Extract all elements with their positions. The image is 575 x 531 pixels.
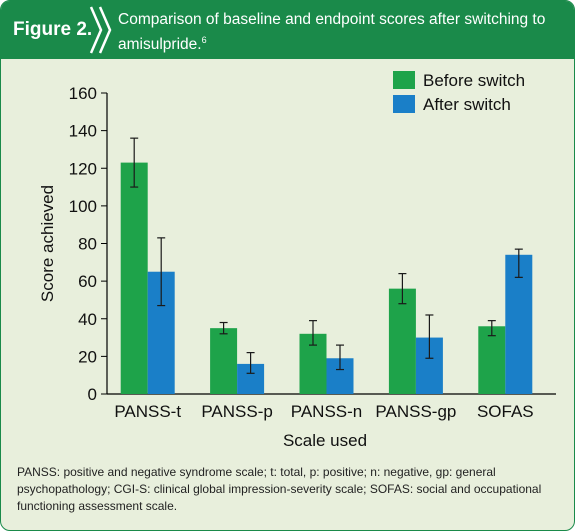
figure-footnote: PANSS: positive and negative syndrome sc… bbox=[17, 465, 542, 513]
figure-title-reference: 6 bbox=[201, 35, 207, 45]
y-tick-label: 60 bbox=[78, 272, 97, 291]
y-tick-label: 40 bbox=[78, 310, 97, 329]
x-tick-label: PANSS-n bbox=[291, 402, 363, 421]
y-tick-label: 0 bbox=[88, 385, 97, 404]
y-tick-label: 100 bbox=[69, 197, 97, 216]
y-tick-label: 120 bbox=[69, 159, 97, 178]
x-tick-label: PANSS-p bbox=[201, 402, 273, 421]
legend-swatch-before bbox=[393, 71, 415, 89]
figure-label: Figure 2. bbox=[13, 19, 93, 40]
bar-before bbox=[120, 162, 148, 394]
bar-before bbox=[210, 328, 238, 394]
figure-title: Comparison of baseline and endpoint scor… bbox=[118, 9, 558, 55]
y-tick-label: 140 bbox=[69, 122, 97, 141]
bar-before bbox=[388, 288, 416, 394]
y-tick-label: 20 bbox=[78, 347, 97, 366]
x-tick-label: PANSS-t bbox=[114, 402, 181, 421]
figure-title-text: Comparison of baseline and endpoint scor… bbox=[118, 11, 546, 54]
x-tick-label: SOFAS bbox=[477, 402, 534, 421]
bar-after bbox=[505, 254, 533, 394]
legend-label: Before switch bbox=[423, 71, 525, 90]
y-axis-label: Score achieved bbox=[38, 185, 57, 302]
legend-label: After switch bbox=[423, 95, 511, 114]
x-axis-label: Scale used bbox=[283, 431, 367, 450]
legend-swatch-after bbox=[393, 95, 415, 113]
y-tick-label: 160 bbox=[69, 84, 97, 103]
bar-before bbox=[478, 326, 506, 394]
bar-chart: 0 20 40 60 80 100 120 140 160 Score achieved Scale… bbox=[38, 71, 556, 450]
figure-header: Figure 2. Comparison of baseline and end… bbox=[1, 1, 574, 59]
y-tick-label: 80 bbox=[78, 235, 97, 254]
chevron-right-icon bbox=[89, 6, 112, 54]
x-tick-label: PANSS-gp bbox=[375, 402, 456, 421]
